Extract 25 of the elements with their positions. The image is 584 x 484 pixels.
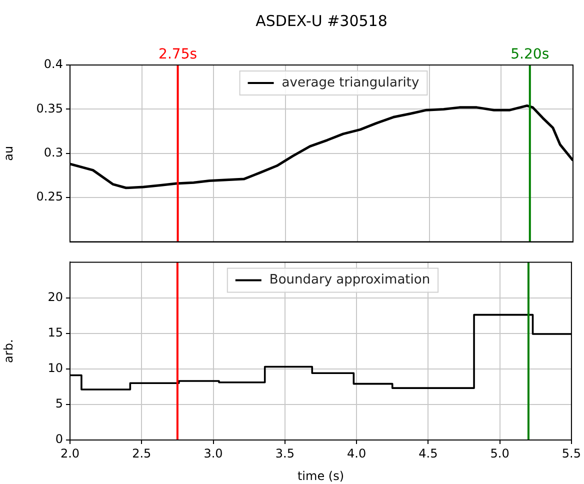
x-tick-label: 5.0 <box>490 446 510 460</box>
y-tick-label: 0.4 <box>44 57 63 72</box>
x-tick-label: 2.5 <box>132 446 152 460</box>
x-tick-label: 4.0 <box>347 446 366 460</box>
y-axis-title: arb. <box>1 339 16 363</box>
y-tick-label: 20 <box>48 290 63 304</box>
legend-label: average triangularity <box>282 75 420 90</box>
y-tick-label: 0.35 <box>36 101 63 116</box>
y-tick-label: 0.3 <box>44 146 63 160</box>
x-tick-label: 2.0 <box>60 446 80 460</box>
y-tick-label: 0 <box>55 432 63 446</box>
y-tick-label: 5 <box>55 396 63 411</box>
x-axis-title: time (s) <box>297 468 344 483</box>
y-axis-title: au <box>1 146 16 161</box>
x-tick-label: 4.5 <box>418 446 438 460</box>
chart-title: ASDEX-U #30518 <box>256 12 388 30</box>
y-tick-label: 10 <box>48 361 63 376</box>
ref-line-label: 2.75s <box>158 46 198 63</box>
ref-line-label: 5.20s <box>510 46 550 63</box>
legend-label: Boundary approximation <box>269 272 430 288</box>
x-tick-label: 5.5 <box>562 446 582 460</box>
x-tick-label: 3.0 <box>204 446 223 460</box>
y-tick-label: 0.25 <box>36 190 63 204</box>
y-tick-label: 15 <box>48 325 63 340</box>
x-tick-label: 3.5 <box>275 446 294 460</box>
